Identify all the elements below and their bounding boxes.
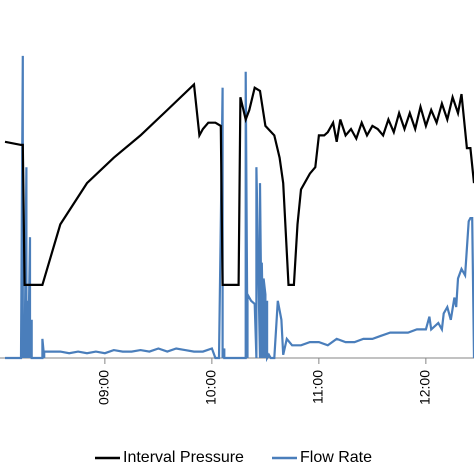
x-tick-label: 12:00 <box>417 370 433 405</box>
legend-label-flow-rate: Flow Rate <box>300 449 372 466</box>
x-tick-label: 11:00 <box>310 370 326 404</box>
x-tick-labels: 09:00 10:00 11:00 12:00 <box>96 370 433 405</box>
x-tick-label: 09:00 <box>96 370 112 405</box>
series-line-interval-pressure <box>4 82 474 286</box>
x-tick-marks <box>104 358 427 364</box>
chart-legend: Interval Pressure Flow Rate <box>95 449 372 466</box>
x-tick-label: 10:00 <box>203 370 219 405</box>
chart-series-lines <box>4 55 474 363</box>
legend-label-interval-pressure: Interval Pressure <box>123 449 244 466</box>
series-line-flow-rate <box>5 55 474 363</box>
